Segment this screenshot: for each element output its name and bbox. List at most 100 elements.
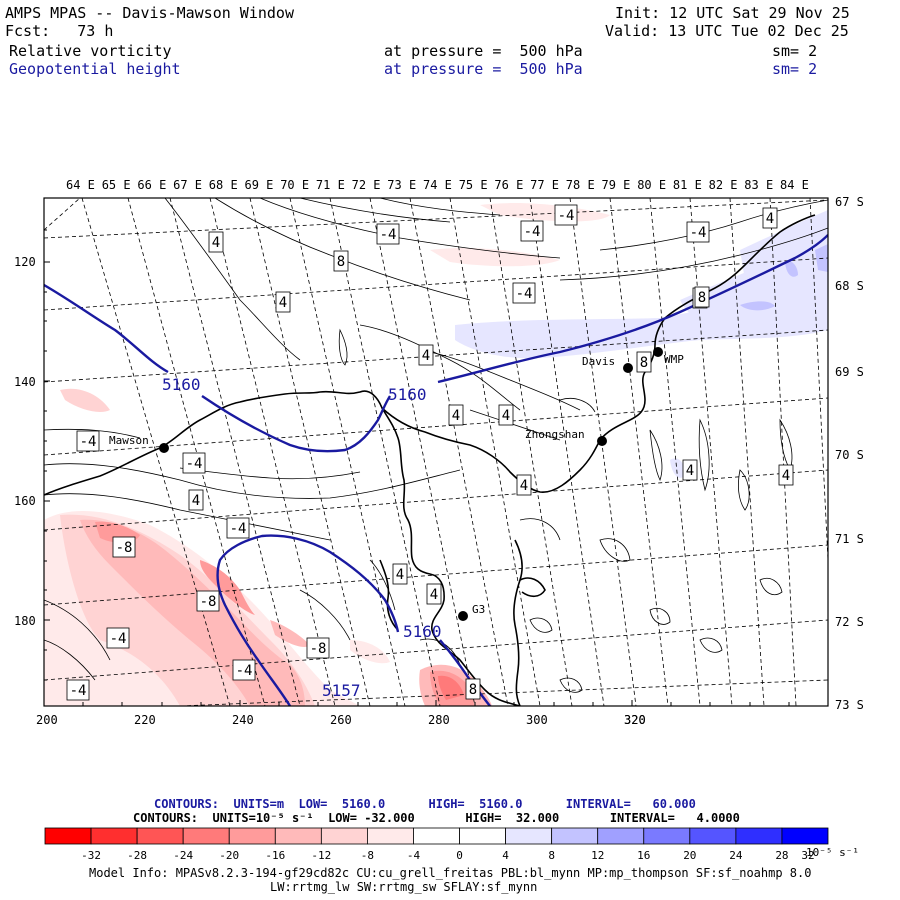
svg-text:4: 4 [396,567,404,583]
model-info: Model Info: MPASv8.2.3-194-gf29cd82c CU:… [89,866,812,880]
axis-ticks [43,229,790,706]
colorbar-tick-label: 32 [801,849,814,862]
field2-name: Geopotential height [9,60,181,78]
height-label: 5160 [403,622,442,641]
vorticity-contour-label: -4 [512,282,536,304]
colorbar-box [367,827,414,845]
latitude-label: 73 S [835,698,864,712]
vorticity-contour-label: -4 [686,221,710,243]
stations: Mawson Davis WMP Zhongshan G3 [109,347,684,621]
station-marker [623,363,633,373]
height-label: 5160 [162,375,201,394]
longitude-label: 79 E [602,178,631,192]
vorticity-contour-label: -4 [76,430,100,452]
colorbar-box [643,827,691,845]
x-tick-label: 320 [624,713,646,727]
svg-text:4: 4 [279,295,287,311]
colorbar-tick-label: -24 [173,849,193,862]
vorticity-contour-label: 4 [426,583,442,605]
vorticity-contour-label: 4 [498,404,514,426]
vorticity-contour-label: -4 [106,627,130,649]
vorticity-labels: 44844444444444-4-4-4-4-4-4-4-4-4-4-4-8-8… [66,204,794,701]
svg-text:4: 4 [520,478,528,494]
svg-text:-4: -4 [690,225,707,241]
forecast-hour: Fcst: 73 h [5,22,114,40]
plot-title: AMPS MPAS -- Davis-Mawson Window [5,4,294,22]
colorbar-tick-label: -32 [81,849,101,862]
lat-lon-graticule [44,198,828,706]
longitude-label: 70 E [280,178,309,192]
latitude-label: 70 S [835,448,864,462]
latitude-label: 67 S [835,195,864,209]
vorticity-contour-label: 4 [392,563,408,585]
colorbar-tick-label: -4 [407,849,421,862]
colorbar-box [551,827,599,845]
vorticity-contour-label: -4 [554,204,578,226]
colorbar-tick-label: 16 [637,849,650,862]
longitude-label: 69 E [245,178,274,192]
vorticity-contour-label: 4 [208,231,224,253]
longitude-label: 73 E [387,178,416,192]
x-tick-label: 320 [624,713,646,727]
x-tick-label: 220 [134,713,156,727]
vorticity-contour-label: 8 [694,286,710,308]
vorticity-contour-info: CONTOURS: UNITS=10⁻⁵ s⁻¹ LOW= -32.000 HI… [133,811,740,825]
svg-text:-4: -4 [230,521,247,537]
colorbar: -32 -28 -24 -20 -16 -12 -8 -4 0 4 8 12 16 20 24 28 32 10… [44,827,859,862]
vorticity-contour-label: 4 [418,344,434,366]
svg-text:4: 4 [766,211,774,227]
vorticity-contour-label: -4 [226,517,250,539]
svg-text:8: 8 [640,355,648,371]
vorticity-contour-label: 4 [516,474,532,496]
svg-text:-4: -4 [516,286,533,302]
y-tick-label: 160 [14,494,36,508]
vorticity-contour-label: -8 [306,637,330,659]
y-tick-label: 120 [14,255,36,269]
vorticity-contour-label: -8 [196,590,220,612]
latitude-label: 72 S [835,615,864,629]
y-tick-label: 140 [14,375,36,389]
vorticity-contour-label: 4 [682,459,698,481]
svg-text:4: 4 [422,348,430,364]
map-plot-area: 5160 5160 5160 5157 44844444444444-4-4-4… [44,198,828,706]
vorticity-contour-label: 4 [275,291,291,313]
colorbar-box [182,827,230,845]
colorbar-tick-label: 0 [456,849,463,862]
svg-text:-4: -4 [558,208,575,224]
colorbar-box [274,827,322,845]
svg-text:-8: -8 [310,641,327,657]
vorticity-contour-label: -8 [112,536,136,558]
colorbar-box [689,827,737,845]
svg-text:4: 4 [452,408,460,424]
latitude-label: 68 S [835,279,864,293]
svg-text:4: 4 [502,408,510,424]
colorbar-box [735,827,783,845]
svg-text:-8: -8 [200,594,217,610]
colorbar-tick-label: -8 [361,849,374,862]
station-label: Zhongshan [525,428,585,441]
vorticity-contour-label: -4 [182,452,206,474]
map-panel: 5160 5160 5160 5157 44844444444444-4-4-4… [14,178,864,727]
colorbar-tick-label: 28 [775,849,788,862]
colorbar-tick-label: -16 [265,849,285,862]
geopotential-height-contours [44,234,828,706]
station-marker [653,347,663,357]
colorbar-tick-label: 12 [591,849,604,862]
x-tick-label: 280 [428,713,450,727]
init-time: Init: 12 UTC Sat 29 Nov 25 [615,4,850,22]
colorbar-box [413,827,460,845]
model-info-physics: LW:rrtmg_lw SW:rrtmg_sw SFLAY:sf_mynn [270,880,538,894]
height-labels: 5160 5160 5160 5157 [162,375,442,700]
svg-text:-4: -4 [70,683,87,699]
longitude-label: 82 E [709,178,738,192]
latitude-label: 71 S [835,532,864,546]
colorbar-box [228,827,276,845]
longitude-labels: 64 E 65 E 66 E 67 E 68 E 69 E 70 E 71 E 72 E 73 E… [66,178,809,192]
longitude-label: 64 E [66,178,95,192]
svg-text:-4: -4 [380,227,397,243]
longitude-label: 67 E [173,178,202,192]
vorticity-contour-label: 8 [465,678,481,700]
longitude-label: 68 E [209,178,238,192]
colorbar-tick-label: 20 [683,849,696,862]
colorbar-box [597,827,645,845]
